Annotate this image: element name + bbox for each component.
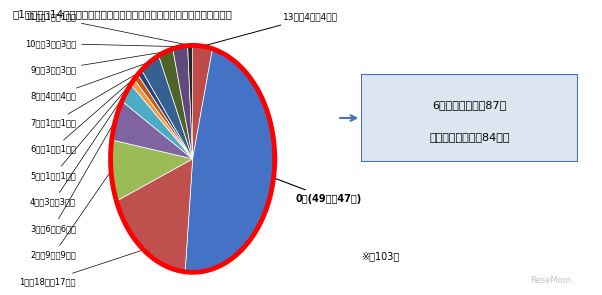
Text: ※全103件: ※全103件 [361, 252, 400, 262]
Text: 1歳（18件，17％）: 1歳（18件，17％） [20, 251, 141, 286]
Text: 9歳（3件，3％）: 9歳（3件，3％） [30, 52, 163, 74]
Text: 6歳以下の子供：87件: 6歳以下の子供：87件 [432, 100, 507, 110]
Wedge shape [173, 46, 193, 159]
Wedge shape [112, 101, 193, 159]
Wedge shape [131, 79, 193, 159]
Wedge shape [116, 159, 193, 272]
Text: 0歳(49件，47％): 0歳(49件，47％) [276, 179, 362, 204]
Wedge shape [159, 49, 193, 159]
Text: 図1　子供（14歳以下）の食品による窒息死事故の年齢別発生件数及び比率: 図1 子供（14歳以下）の食品による窒息死事故の年齢別発生件数及び比率 [12, 9, 232, 19]
Text: 10歳（3件，3％）: 10歳（3件，3％） [25, 39, 178, 48]
Wedge shape [134, 74, 193, 159]
Wedge shape [193, 45, 213, 159]
Wedge shape [185, 49, 275, 272]
Text: 5歳（1件，1％）: 5歳（1件，1％） [30, 84, 131, 180]
Wedge shape [188, 45, 193, 159]
Text: 13歳（4件，4％）: 13歳（4件，4％） [205, 12, 338, 45]
Wedge shape [138, 70, 193, 159]
Wedge shape [122, 84, 193, 159]
Wedge shape [111, 140, 193, 201]
Text: 8歳（4件，4％）: 8歳（4件，4％） [30, 63, 147, 101]
Text: 2歳（9件，9％）: 2歳（9件，9％） [30, 173, 110, 259]
Text: ReseMom.: ReseMom. [530, 276, 573, 285]
Text: 7歳（1件，1％）: 7歳（1件，1％） [30, 73, 137, 127]
Text: （赤枞内で全体の84％）: （赤枞内で全体の84％） [429, 132, 510, 142]
Text: 6歳（1件，1％）: 6歳（1件，1％） [30, 79, 134, 154]
Text: 11歳（1件，1％）: 11歳（1件，1％） [25, 12, 187, 45]
Text: 3歳（6件，6％）: 3歳（6件，6％） [30, 122, 114, 233]
Wedge shape [141, 55, 193, 159]
FancyBboxPatch shape [361, 74, 578, 162]
Text: 4歳（3件，3％）: 4歳（3件，3％） [30, 95, 125, 206]
